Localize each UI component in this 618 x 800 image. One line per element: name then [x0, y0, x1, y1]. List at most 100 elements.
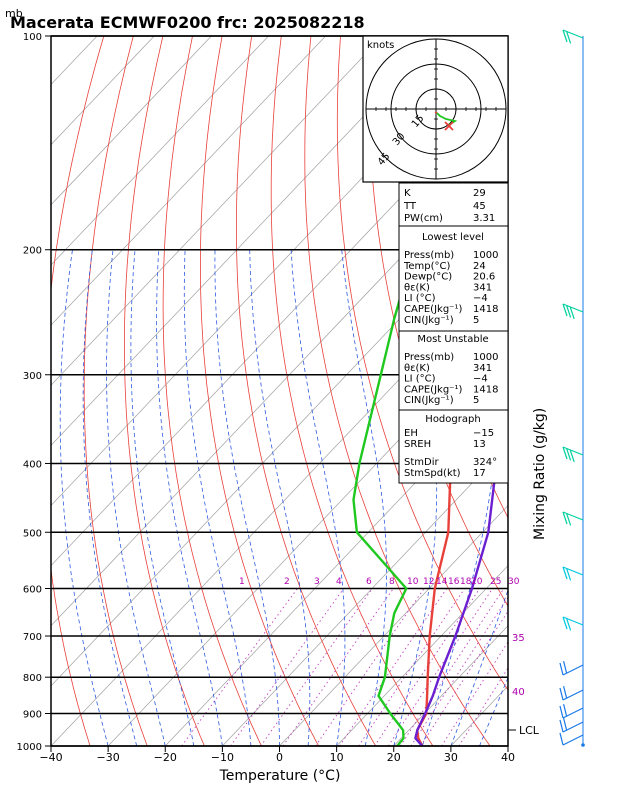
x-tick-label: 0	[276, 751, 283, 764]
wind-barb	[562, 511, 584, 521]
x-tick-label: −10	[211, 751, 234, 764]
mixing-ratio-line	[260, 588, 373, 746]
y-tick-label: 1000	[17, 742, 42, 753]
lcl-label: LCL	[519, 724, 540, 737]
most-unstable-value: −4	[473, 374, 488, 385]
hodograph-param-label: StmDir	[404, 457, 439, 468]
y-tick-label: 100	[23, 32, 42, 43]
x-tick-label: 20	[387, 751, 401, 764]
x-tick-label: 10	[330, 751, 344, 764]
lowest-level-value: 1418	[473, 304, 498, 315]
isotherm-line	[51, 36, 98, 86]
isotherm-line	[393, 625, 508, 746]
most-unstable-value: 341	[473, 363, 492, 374]
wind-barb-base	[581, 743, 585, 747]
most-unstable-value: 5	[473, 395, 479, 406]
hodograph-params-rows: EH −15 SREH 13 StmDir 324° StmSpd(kt) 17	[404, 428, 497, 479]
mixing-ratio-label: 16	[448, 577, 460, 587]
mixing-ratio-label: 12	[423, 577, 434, 587]
hodograph-param-label: EH	[404, 428, 418, 439]
most-unstable-value: 1000	[473, 352, 498, 363]
lowest-level-label: CIN(Jkg⁻¹)	[404, 315, 454, 326]
lowest-level-label: Dewp(°C)	[404, 272, 452, 283]
y-tick-label: 900	[23, 710, 42, 721]
mixing-ratio-label: 8	[389, 577, 395, 587]
moist-adiabat-line	[183, 249, 252, 746]
isotherm-line	[336, 565, 508, 746]
moist-adiabat-line	[82, 249, 138, 746]
moist-adiabat-line	[249, 249, 311, 746]
dry-adiabat-line	[83, 36, 148, 746]
x-tick-label: −30	[97, 751, 120, 764]
x-tick-label: 40	[501, 751, 515, 764]
mixing-ratio-line	[181, 588, 298, 746]
wind-barb	[562, 721, 584, 733]
wind-barb-flag	[569, 449, 575, 463]
wind-barb-flag	[562, 566, 568, 580]
lowest-level-label: Press(mb)	[404, 250, 454, 261]
most-unstable-title: Most Unstable	[417, 334, 488, 345]
wind-barb-flag	[559, 662, 564, 676]
stat-value-pw: 3.31	[473, 213, 495, 224]
dry-adiabat-line	[304, 36, 491, 746]
mixing-ratio-label: 14	[436, 577, 448, 587]
hodograph-param-label: SREH	[404, 439, 431, 450]
dry-adiabat-line	[607, 36, 618, 746]
most-unstable-label: θε(K)	[404, 363, 430, 374]
y-tick-label: 600	[23, 584, 42, 595]
pressure-unit-label: mb	[5, 7, 23, 20]
wind-barb-flag	[562, 29, 568, 43]
stats-frame	[398, 182, 509, 484]
wind-barb	[562, 707, 584, 719]
wind-barb-flag	[562, 616, 568, 630]
wind-barb-flag	[566, 31, 572, 44]
wind-barb-flag	[559, 705, 564, 719]
wind-barb	[562, 303, 584, 313]
hodograph-param-value: 324°	[473, 457, 497, 468]
mixing-ratio-line	[358, 588, 466, 746]
y-tick-label: 700	[23, 632, 42, 643]
x-tick-label: 30	[444, 751, 458, 764]
hodograph-param-value: 17	[473, 468, 486, 479]
mixing-ratio-label: 10	[407, 577, 419, 587]
wind-barb	[562, 664, 584, 676]
isotherm-line	[51, 36, 326, 326]
wind-barb-flag	[566, 513, 572, 526]
theta-e-label: 35	[512, 633, 525, 644]
moist-adiabat-line	[507, 745, 508, 746]
mixing-ratio-label: 3	[314, 577, 320, 587]
dry-adiabat-line	[270, 36, 434, 746]
moist-adiabat-line	[59, 249, 109, 746]
lowest-level-value: 5	[473, 315, 479, 326]
chart-title: Macerata ECMWF0200 frc: 2025082218	[10, 13, 365, 32]
wind-barb-flag	[562, 511, 568, 525]
stat-label-k: K	[404, 188, 411, 199]
wind-barb	[562, 29, 584, 39]
lowest-level-value: 20.6	[473, 272, 495, 283]
most-unstable-label: Press(mb)	[404, 352, 454, 363]
x-tick-label: −40	[39, 751, 62, 764]
mixing-ratio-label: 1	[239, 577, 245, 587]
isotherm-line	[51, 36, 212, 206]
mixing-ratio-line	[458, 667, 508, 746]
mixing-ratio-label: 2	[284, 577, 290, 587]
moist-adiabat-line	[290, 249, 346, 746]
wind-barb-flag	[559, 687, 564, 701]
wind-barb-flag	[569, 306, 575, 320]
wind-barb	[562, 616, 584, 626]
mixing-ratio-label: 4	[336, 577, 342, 587]
wind-barb-flag	[566, 305, 572, 318]
wind-barb-flag	[563, 718, 568, 731]
wind-barb	[562, 689, 584, 701]
y-tick-label: 200	[23, 246, 42, 257]
mixing-ratio-labels: 1 2 3 4 6 8 10 12 14 16 18 20 25 30	[239, 577, 520, 587]
stat-value-tt: 45	[473, 201, 486, 212]
hodograph-trace-low	[434, 111, 438, 114]
mixing-ratio-label: 30	[508, 577, 520, 587]
dry-adiabat-line	[51, 36, 105, 746]
lowest-level-label: LI (°C)	[404, 293, 436, 304]
wind-barb	[562, 446, 584, 456]
isotherm-line	[51, 204, 508, 687]
moist-adiabat-line	[130, 249, 195, 746]
lowest-level-value: 341	[473, 282, 492, 293]
